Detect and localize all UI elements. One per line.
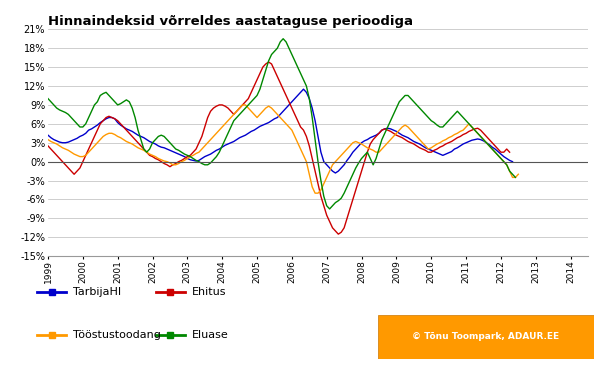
Eluase [196, 160, 203, 164]
Ehitus [506, 150, 513, 154]
Eluase [422, 112, 429, 117]
Tööstustoodang [515, 172, 522, 176]
Text: © Tõnu Toompark, ADAUR.EE: © Tõnu Toompark, ADAUR.EE [412, 332, 560, 341]
Tööstustoodang [485, 144, 493, 148]
Tööstustoodang [259, 109, 266, 113]
Eluase [280, 37, 287, 41]
TarbijaHI [215, 147, 223, 151]
Ehitus [488, 141, 496, 145]
Eluase [198, 161, 205, 166]
TarbijaHI [172, 151, 179, 155]
Line: Tööstustoodang: Tööstustoodang [48, 105, 518, 193]
TarbijaHI [436, 152, 443, 156]
TarbijaHI [509, 160, 516, 164]
Tööstustoodang [311, 191, 319, 195]
Eluase [44, 96, 52, 101]
TarbijaHI [198, 156, 205, 161]
Text: Hinnaindeksid võrreldes aastataguse perioodiga: Hinnaindeksid võrreldes aastataguse peri… [48, 15, 413, 28]
Line: Ehitus: Ehitus [48, 62, 509, 234]
Ehitus [428, 150, 435, 154]
TarbijaHI [332, 171, 339, 175]
Tööstustoodang [44, 137, 52, 142]
Tööstustoodang [454, 131, 461, 135]
Text: Ehitus: Ehitus [192, 287, 227, 297]
Line: Eluase: Eluase [48, 39, 515, 209]
Eluase [425, 115, 432, 120]
Tööstustoodang [239, 103, 246, 107]
Eluase [326, 207, 333, 211]
Eluase [85, 115, 92, 120]
TarbijaHI [460, 142, 467, 146]
Ehitus [175, 160, 182, 164]
Eluase [358, 156, 365, 161]
Tööstustoodang [175, 161, 182, 166]
Text: Tööstustoodang: Tööstustoodang [73, 330, 161, 340]
Ehitus [303, 134, 310, 139]
Eluase [512, 175, 519, 180]
Line: TarbijaHI: TarbijaHI [48, 89, 512, 173]
Ehitus [44, 144, 52, 148]
Ehitus [349, 197, 356, 202]
Tööstustoodang [393, 131, 400, 135]
TarbijaHI [44, 133, 52, 137]
Ehitus [335, 232, 342, 236]
TarbijaHI [491, 147, 499, 151]
TarbijaHI [300, 87, 307, 92]
Text: TarbijaHI: TarbijaHI [73, 287, 121, 297]
Tööstustoodang [419, 141, 426, 145]
Text: Eluase: Eluase [192, 330, 229, 340]
Ehitus [265, 60, 272, 64]
Ehitus [137, 144, 145, 148]
